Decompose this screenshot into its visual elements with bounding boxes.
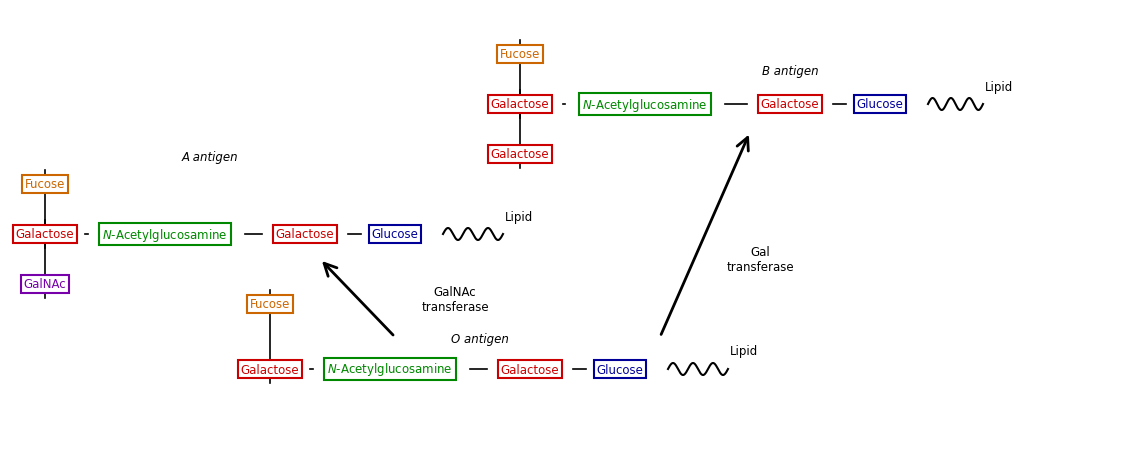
Text: Fucose: Fucose (249, 298, 290, 311)
Text: Gal
transferase: Gal transferase (726, 245, 794, 273)
Text: Glucose: Glucose (856, 98, 904, 111)
Text: Galactose: Galactose (276, 228, 335, 241)
Text: $\it{N}$-Acetylglucosamine: $\it{N}$-Acetylglucosamine (102, 226, 228, 243)
Text: Glucose: Glucose (596, 363, 643, 376)
Text: O antigen: O antigen (451, 333, 509, 346)
Text: Galactose: Galactose (16, 228, 75, 241)
Text: B antigen: B antigen (762, 65, 819, 78)
Text: Galactose: Galactose (761, 98, 819, 111)
Text: Fucose: Fucose (500, 48, 540, 61)
Text: Galactose: Galactose (501, 363, 559, 376)
Text: GalNAc
transferase: GalNAc transferase (421, 285, 489, 313)
Text: Lipid: Lipid (730, 345, 759, 358)
Text: Galactose: Galactose (240, 363, 299, 376)
Text: $\it{N}$-Acetylglucosamine: $\it{N}$-Acetylglucosamine (328, 361, 452, 377)
Text: Fucose: Fucose (25, 178, 65, 191)
Text: Glucose: Glucose (372, 228, 418, 241)
Text: Galactose: Galactose (491, 148, 549, 161)
Text: Lipid: Lipid (505, 210, 533, 223)
Text: GalNAc: GalNAc (24, 278, 66, 291)
Text: A antigen: A antigen (181, 151, 238, 164)
Text: Galactose: Galactose (491, 98, 549, 111)
Text: $\it{N}$-Acetylglucosamine: $\it{N}$-Acetylglucosamine (582, 96, 708, 113)
Text: Lipid: Lipid (985, 80, 1014, 93)
